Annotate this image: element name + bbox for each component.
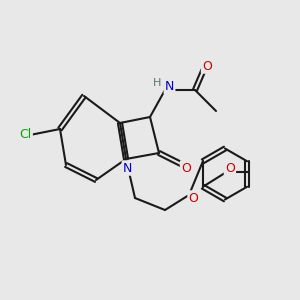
Text: Cl: Cl bbox=[20, 128, 32, 142]
Text: N: N bbox=[123, 161, 132, 175]
Text: O: O bbox=[181, 161, 191, 175]
Text: O: O bbox=[189, 191, 198, 205]
Text: N: N bbox=[165, 80, 174, 94]
Text: H: H bbox=[153, 77, 162, 88]
Text: O: O bbox=[202, 59, 212, 73]
Text: O: O bbox=[225, 162, 235, 175]
